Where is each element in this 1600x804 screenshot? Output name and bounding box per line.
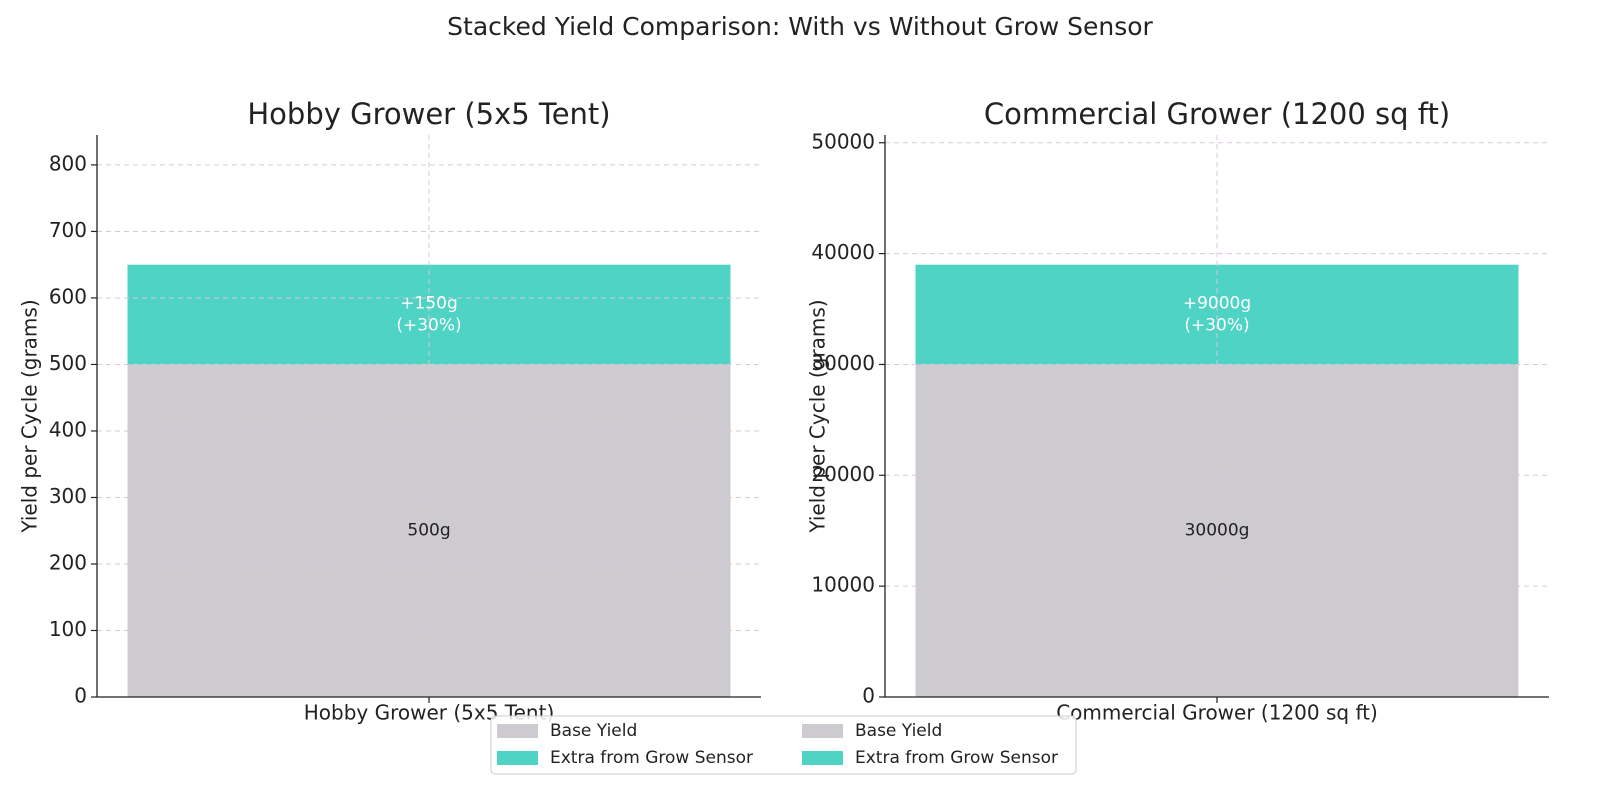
y-tick-label: 400 <box>49 417 87 441</box>
legend-label: Base Yield <box>855 721 942 741</box>
subplot-2: Commercial Grower (1200 sq ft) Yield per … <box>806 97 1549 725</box>
figure-title: Stacked Yield Comparison: With vs Withou… <box>447 12 1153 41</box>
subplot-title: Commercial Grower (1200 sq ft) <box>984 97 1450 131</box>
y-tick-label: 800 <box>49 151 87 175</box>
legend-swatch <box>802 751 843 765</box>
y-tick-label: 300 <box>49 484 87 508</box>
x-tick-label: Commercial Grower (1200 sq ft) <box>1056 701 1378 725</box>
legend-frame <box>490 715 1077 775</box>
subplot-1: Hobby Grower (5x5 Tent) Yield per Cycle (… <box>18 97 761 725</box>
y-tick-label: 0 <box>862 684 875 708</box>
legend-item: Extra from Grow Sensor <box>802 748 1058 768</box>
y-tick-label: 200 <box>49 550 87 574</box>
data-label-extra: +150g <box>400 294 457 314</box>
y-axis-label: Yield per Cycle (grams) <box>18 299 42 533</box>
legend-item: Base Yield <box>802 721 942 741</box>
legend-swatch <box>497 724 538 738</box>
subplot-title: Hobby Grower (5x5 Tent) <box>247 97 610 131</box>
legend-item: Extra from Grow Sensor <box>497 748 753 768</box>
data-label-base: 30000g <box>1185 521 1250 541</box>
data-label-extra: (+30%) <box>1184 316 1249 336</box>
data-label-extra: (+30%) <box>396 316 461 336</box>
y-tick-label: 40000 <box>811 240 875 264</box>
legend-swatch <box>497 751 538 765</box>
legend-label: Extra from Grow Sensor <box>855 748 1058 768</box>
y-tick-label: 50000 <box>811 129 875 153</box>
y-tick-label: 500 <box>49 351 87 375</box>
legend: Base Yield Extra from Grow Sensor Base Yie… <box>490 715 1077 775</box>
legend-swatch <box>802 724 843 738</box>
y-tick-label: 10000 <box>811 573 875 597</box>
legend-label: Base Yield <box>550 721 637 741</box>
y-tick-label: 0 <box>74 684 87 708</box>
y-axis-label: Yield per Cycle (grams) <box>806 299 830 533</box>
y-tick-label: 30000 <box>811 351 875 375</box>
y-tick-label: 700 <box>49 218 87 242</box>
legend-label: Extra from Grow Sensor <box>550 748 753 768</box>
y-tick-label: 100 <box>49 617 87 641</box>
data-label-base: 500g <box>407 521 450 541</box>
legend-item: Base Yield <box>497 721 637 741</box>
y-tick-label: 20000 <box>811 462 875 486</box>
data-label-extra: +9000g <box>1183 294 1251 314</box>
y-tick-label: 600 <box>49 284 87 308</box>
